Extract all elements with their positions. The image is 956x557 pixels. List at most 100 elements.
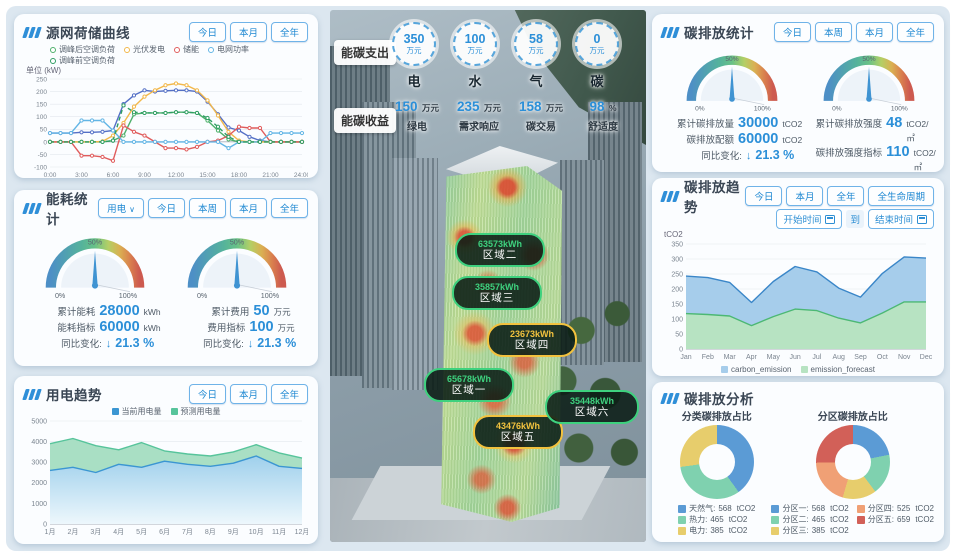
calendar-icon <box>825 214 836 224</box>
start-time-picker[interactable]: 开始时间 <box>776 209 843 229</box>
start-time-label: 开始时间 <box>783 215 822 226</box>
gauge-hub <box>866 96 872 102</box>
zone-donut-chart <box>815 425 890 499</box>
kpi-name: 碳 <box>590 74 604 89</box>
btn-week[interactable]: 本周 <box>814 22 852 42</box>
btn-month[interactable]: 本月 <box>229 384 267 404</box>
panel-marker-icon <box>660 190 680 202</box>
legend-item-emission-forecast[interactable]: emission_forecast <box>800 364 875 375</box>
btn-today[interactable]: 今日 <box>745 186 783 206</box>
legend-label: 分区三 <box>782 525 808 536</box>
zone-marker-2[interactable]: 63573kWh 区域二 <box>455 233 545 267</box>
zone-marker-1[interactable]: 65678kWh 区域一 <box>424 368 514 402</box>
legend-item-ac-load-before[interactable]: 调峰前空调负荷 <box>50 55 115 66</box>
legend-item-zone3[interactable]: 分区三385 tCO2 <box>771 525 849 536</box>
legend-value: 568 <box>811 504 826 513</box>
svg-text:10月: 10月 <box>249 528 264 536</box>
legend-marker <box>678 504 687 513</box>
legend-item-current-usage[interactable]: 当前用电量 <box>111 406 162 417</box>
panel-header: 能耗统计 用电 ∨ 今日 本周 本月 全年 <box>22 192 308 227</box>
kpi-electricity: 350 万元电 <box>392 22 436 90</box>
btn-today[interactable]: 今日 <box>188 22 226 42</box>
legend-item-zone5[interactable]: 分区五659 tCO2 <box>856 514 934 525</box>
gauge-tick-50: 50% <box>88 238 103 246</box>
svg-text:Mar: Mar <box>724 354 737 361</box>
zone-marker-4[interactable]: 23673kWh 区域四 <box>487 323 577 357</box>
panel-title: 源网荷储曲线 <box>46 26 130 41</box>
income-value: 150 <box>395 99 418 114</box>
legend-unit: tCO2 <box>915 515 934 524</box>
btn-year[interactable]: 全年 <box>270 22 308 42</box>
legend-item-grid-power[interactable]: 电网功率 <box>208 44 249 55</box>
stat-label: 累计碳排放强度 <box>815 119 883 130</box>
btn-month[interactable]: 本月 <box>229 22 267 42</box>
stat-value: 28000 <box>99 303 140 319</box>
zone-value: 43476kWh <box>495 420 541 431</box>
legend-unit: tCO2 <box>915 504 934 513</box>
svg-text:Jul: Jul <box>812 354 821 361</box>
kpi-unit: 万元 <box>406 45 422 55</box>
stat-label: 碳排放配额 <box>686 135 734 146</box>
gauge-dial: 0% 50% 100% <box>45 238 145 300</box>
legend-item-gas[interactable]: 天然气568 tCO2 <box>678 503 755 514</box>
btn-year[interactable]: 全年 <box>270 198 308 218</box>
legend-item-zone4[interactable]: 分区四525 tCO2 <box>856 503 934 514</box>
legend-marker <box>771 526 780 535</box>
end-time-picker[interactable]: 结束时间 <box>867 209 934 229</box>
btn-today[interactable]: 今日 <box>188 384 226 404</box>
legend-item-storage[interactable]: 储能 <box>174 44 199 55</box>
legend-marker <box>50 46 56 53</box>
zone-marker-3[interactable]: 35857kWh 区域三 <box>452 276 542 310</box>
expense-label-chip: 能碳支出 <box>334 40 397 65</box>
zone-marker-6[interactable]: 35448kWh 区域六 <box>545 390 639 424</box>
gauge-dial: 0% 50% 100% <box>187 238 287 300</box>
zone-marker-5[interactable]: 43476kWh 区域五 <box>473 415 563 449</box>
btn-year[interactable]: 全年 <box>270 384 308 404</box>
legend-item-zone1[interactable]: 分区一568 tCO2 <box>771 503 849 514</box>
category-donut-section: 分类碳排放占比 天然气568 tCO2 热力465 tCO2 电力385 tCO2 <box>662 408 771 536</box>
btn-year[interactable]: 全年 <box>896 22 934 42</box>
energy-type-dropdown[interactable]: 用电 ∨ <box>98 198 144 218</box>
legend-marker <box>771 504 780 513</box>
zone-name: 区域四 <box>514 339 550 352</box>
btn-month[interactable]: 本月 <box>229 198 267 218</box>
legend-item-heat[interactable]: 热力465 tCO2 <box>678 514 755 525</box>
legend-label: 调峰后空调负荷 <box>59 45 115 54</box>
btn-year[interactable]: 全年 <box>827 186 865 206</box>
btn-month[interactable]: 本月 <box>786 186 824 206</box>
legend-item-electric[interactable]: 电力385 tCO2 <box>678 525 755 536</box>
stat-value: 30000 <box>738 115 779 131</box>
date-range-bar: 开始时间 到 结束时间 <box>662 208 934 230</box>
svg-text:Nov: Nov <box>898 354 911 361</box>
legend-item-forecast-usage[interactable]: 预测用电量 <box>170 406 221 417</box>
legend-unit: tCO2 <box>728 515 748 524</box>
chevron-down-icon: ∨ <box>129 205 135 214</box>
legend-item-ac-load-after[interactable]: 调峰后空调负荷 <box>50 44 115 55</box>
gauge-needle <box>234 250 240 285</box>
btn-lifecycle[interactable]: 全生命周期 <box>868 186 934 206</box>
kpi-unit: 万元 <box>589 45 605 55</box>
kpi-circle: 350 万元 <box>392 22 436 66</box>
gauge-arc <box>187 238 287 288</box>
yoy-label: 同比变化: <box>701 151 742 162</box>
svg-text:4000: 4000 <box>31 439 47 446</box>
legend-item-zone2[interactable]: 分区二465 tCO2 <box>771 514 849 525</box>
yoy-label: 同比变化: <box>203 339 244 350</box>
legend-item-carbon-emission[interactable]: carbon_emission <box>721 364 792 375</box>
panel-title: 碳排放分析 <box>684 392 754 407</box>
svg-text:0: 0 <box>43 139 47 146</box>
yoy-label: 同比变化: <box>61 339 102 350</box>
kpi-unit: 万元 <box>467 45 483 55</box>
svg-text:100: 100 <box>671 316 683 323</box>
btn-week[interactable]: 本周 <box>188 198 226 218</box>
btn-today[interactable]: 今日 <box>773 22 811 42</box>
yoy-value: 21.3 % <box>257 336 297 350</box>
legend-item-pv[interactable]: 光伏发电 <box>124 44 165 55</box>
income-carbon-trade: 158 万元 碳交易 <box>510 98 572 133</box>
btn-month[interactable]: 本月 <box>855 22 893 42</box>
btn-today[interactable]: 今日 <box>147 198 185 218</box>
income-name: 需求响应 <box>459 122 499 133</box>
legend-value: 465 <box>710 515 724 524</box>
legend-label: 储能 <box>183 45 199 54</box>
svg-text:May: May <box>767 354 781 361</box>
